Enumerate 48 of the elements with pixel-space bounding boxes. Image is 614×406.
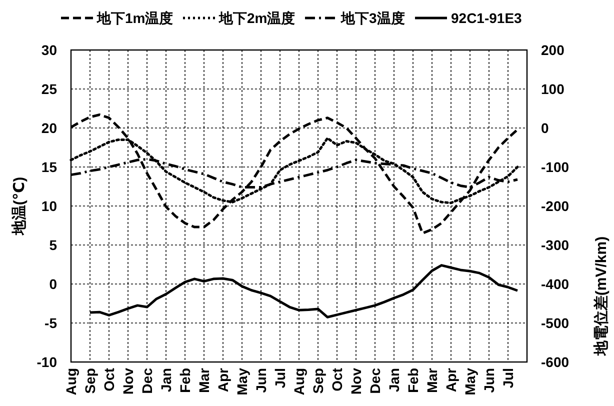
legend-label: 地下1m温度 (96, 10, 174, 26)
x-tick-label: Jul (272, 368, 288, 388)
y-tick-label: 5 (49, 236, 58, 253)
x-tick-label: Oct (100, 368, 117, 392)
legend-label: 地下2m温度 (218, 10, 296, 26)
x-tick-label: Aug (62, 368, 79, 396)
y2-tick-label: -600 (541, 354, 570, 370)
y-tick-label: 20 (41, 120, 58, 136)
x-tick-label: Feb (404, 368, 421, 393)
y-tick-label: 10 (41, 198, 58, 214)
y-tick-label: 15 (41, 158, 58, 175)
y-tick-label: 30 (41, 42, 58, 58)
legend-label: 地下3温度 (340, 10, 405, 26)
x-tick-label: Apr (214, 367, 231, 392)
y2-tick-label: 100 (541, 80, 565, 97)
x-tick-label: Mar (424, 367, 440, 393)
y-tick-label: -10 (36, 354, 58, 370)
y-tick-label: -5 (44, 314, 58, 331)
x-tick-label: Nov (348, 368, 364, 394)
y2-tick-label: -400 (541, 276, 570, 292)
x-tick-label: Aug (290, 368, 307, 396)
x-tick-label: Jan (386, 368, 402, 392)
x-tick-label: May (462, 368, 478, 396)
y-tick-label: 0 (49, 276, 58, 292)
y2-tick-label: -200 (541, 198, 570, 214)
x-tick-label: Dec (366, 368, 383, 394)
y2-axis-title: 地電位差(mV/km) (593, 236, 610, 357)
x-tick-label: Nov (120, 368, 136, 394)
x-tick-label: Jun (252, 368, 269, 393)
x-tick-label: Feb (176, 368, 193, 393)
x-tick-label: Jun (480, 368, 497, 393)
x-tick-label: Dec (138, 368, 155, 394)
y2-tick-label: -500 (541, 314, 570, 331)
x-tick-label: Oct (328, 368, 345, 392)
x-tick-label: Sep (310, 368, 326, 394)
x-tick-label: Mar (196, 367, 212, 393)
y2-tick-label: 200 (541, 42, 565, 58)
y-tick-label: 25 (41, 80, 58, 97)
x-tick-label: Apr (442, 367, 459, 392)
y2-tick-label: 0 (541, 120, 549, 136)
y2-tick-label: -100 (541, 158, 570, 175)
legend-label: 92C1-91E3 (451, 10, 522, 26)
x-tick-label: Jan (158, 368, 174, 392)
x-tick-label: May (234, 368, 250, 396)
x-tick-label: Jul (500, 368, 516, 388)
y-axis-title: 地温(℃) (11, 176, 28, 236)
x-tick-label: Sep (82, 368, 98, 394)
y2-tick-label: -300 (541, 236, 570, 253)
